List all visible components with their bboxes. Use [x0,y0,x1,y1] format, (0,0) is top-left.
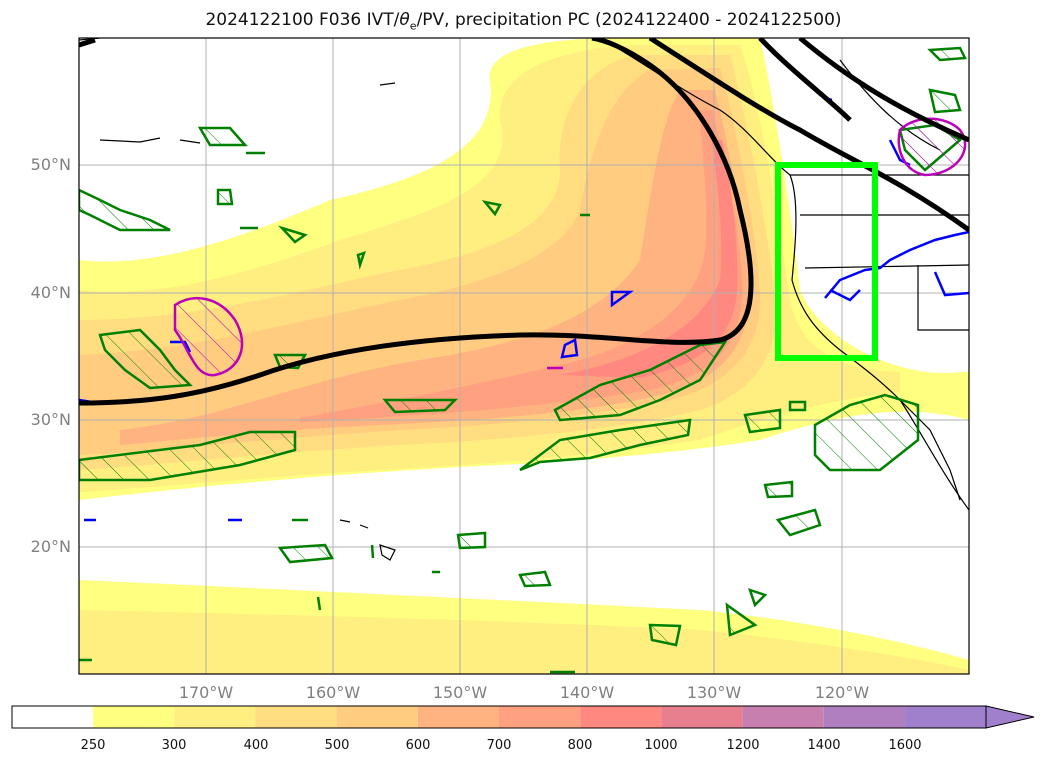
target-region-box [775,162,878,361]
pv-contour [79,38,969,406]
colorbar-tick: 300 [161,738,187,753]
colorbar-tick: 800 [567,738,593,753]
colorbar-segment [93,706,175,728]
colorbar-segment [12,706,93,728]
colorbar-frame [11,705,987,729]
colorbar-tick: 700 [486,738,512,753]
colorbar-segment [742,706,824,728]
colorbar-segment [905,706,986,728]
map-title: 2024122100 F036 IVT/θe/PV, precipitation… [205,10,842,33]
lon-label-150w: 150°W [432,683,488,702]
colorbar-tick: 1400 [807,738,841,753]
colorbar-tick: 1600 [888,738,922,753]
colorbar-segment [417,706,499,728]
colorbar-tick: 1000 [644,738,678,753]
colorbar-tick: 1200 [726,738,760,753]
map-plot-area [79,38,969,674]
colorbar-segment [174,706,256,728]
lat-label-40: 40°N [30,283,71,302]
colorbar-extend-arrow [985,705,1035,729]
ivt-shading [79,38,969,674]
colorbar-segment [580,706,662,728]
lat-label-20: 20°N [30,537,71,556]
lon-label-140w: 140°W [559,683,615,702]
colorbar-tick: 600 [405,738,431,753]
colorbar-segment [255,706,337,728]
colorbar-tick: 400 [243,738,269,753]
colorbar [12,706,986,728]
colorbar-segment [499,706,581,728]
colorbar-tick: 500 [324,738,350,753]
lon-label-160w: 160°W [305,683,361,702]
lat-label-30: 30°N [30,410,71,429]
lon-label-170w: 170°W [178,683,234,702]
colorbar-segment [336,706,418,728]
colorbar-tick: 250 [80,738,106,753]
colorbar-segment [823,706,905,728]
colorbar-segment [661,706,743,728]
lon-label-130w: 130°W [686,683,742,702]
lat-label-50: 50°N [30,155,71,174]
map-frame [78,37,970,675]
lon-label-120w: 120°W [814,683,870,702]
magenta-contours [173,117,967,377]
